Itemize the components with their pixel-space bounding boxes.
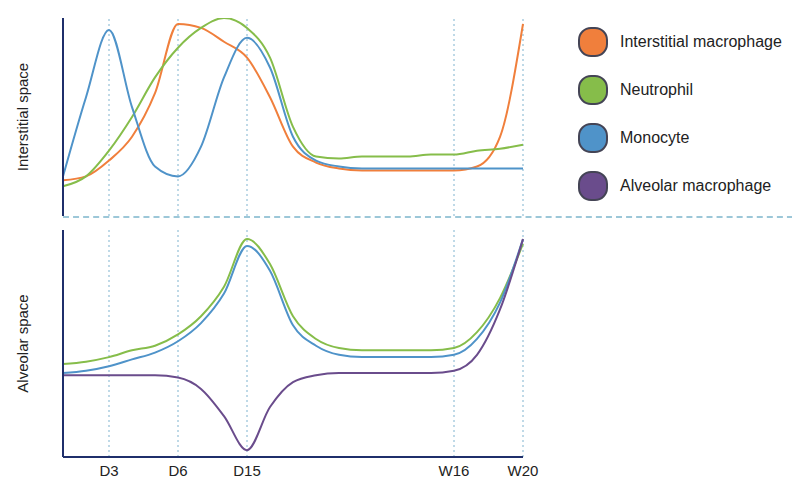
html-text:Interstitial macrophage: Interstitial macrophage [620, 33, 782, 50]
html-text:Monocyte: Monocyte [620, 129, 690, 146]
html-text:Neutrophil: Neutrophil [620, 81, 693, 98]
svg-text:D6: D6 [168, 462, 187, 479]
html-text:Alveolar macrophage: Alveolar macrophage [620, 177, 772, 194]
svg-text:W20: W20 [508, 462, 539, 479]
svg-text:Interstitial space: Interstitial space [14, 63, 31, 171]
svg-text:D15: D15 [233, 462, 261, 479]
svg-text:W16: W16 [439, 462, 470, 479]
svg-text:D3: D3 [99, 462, 118, 479]
svg-text:Alveolar space: Alveolar space [14, 294, 31, 392]
